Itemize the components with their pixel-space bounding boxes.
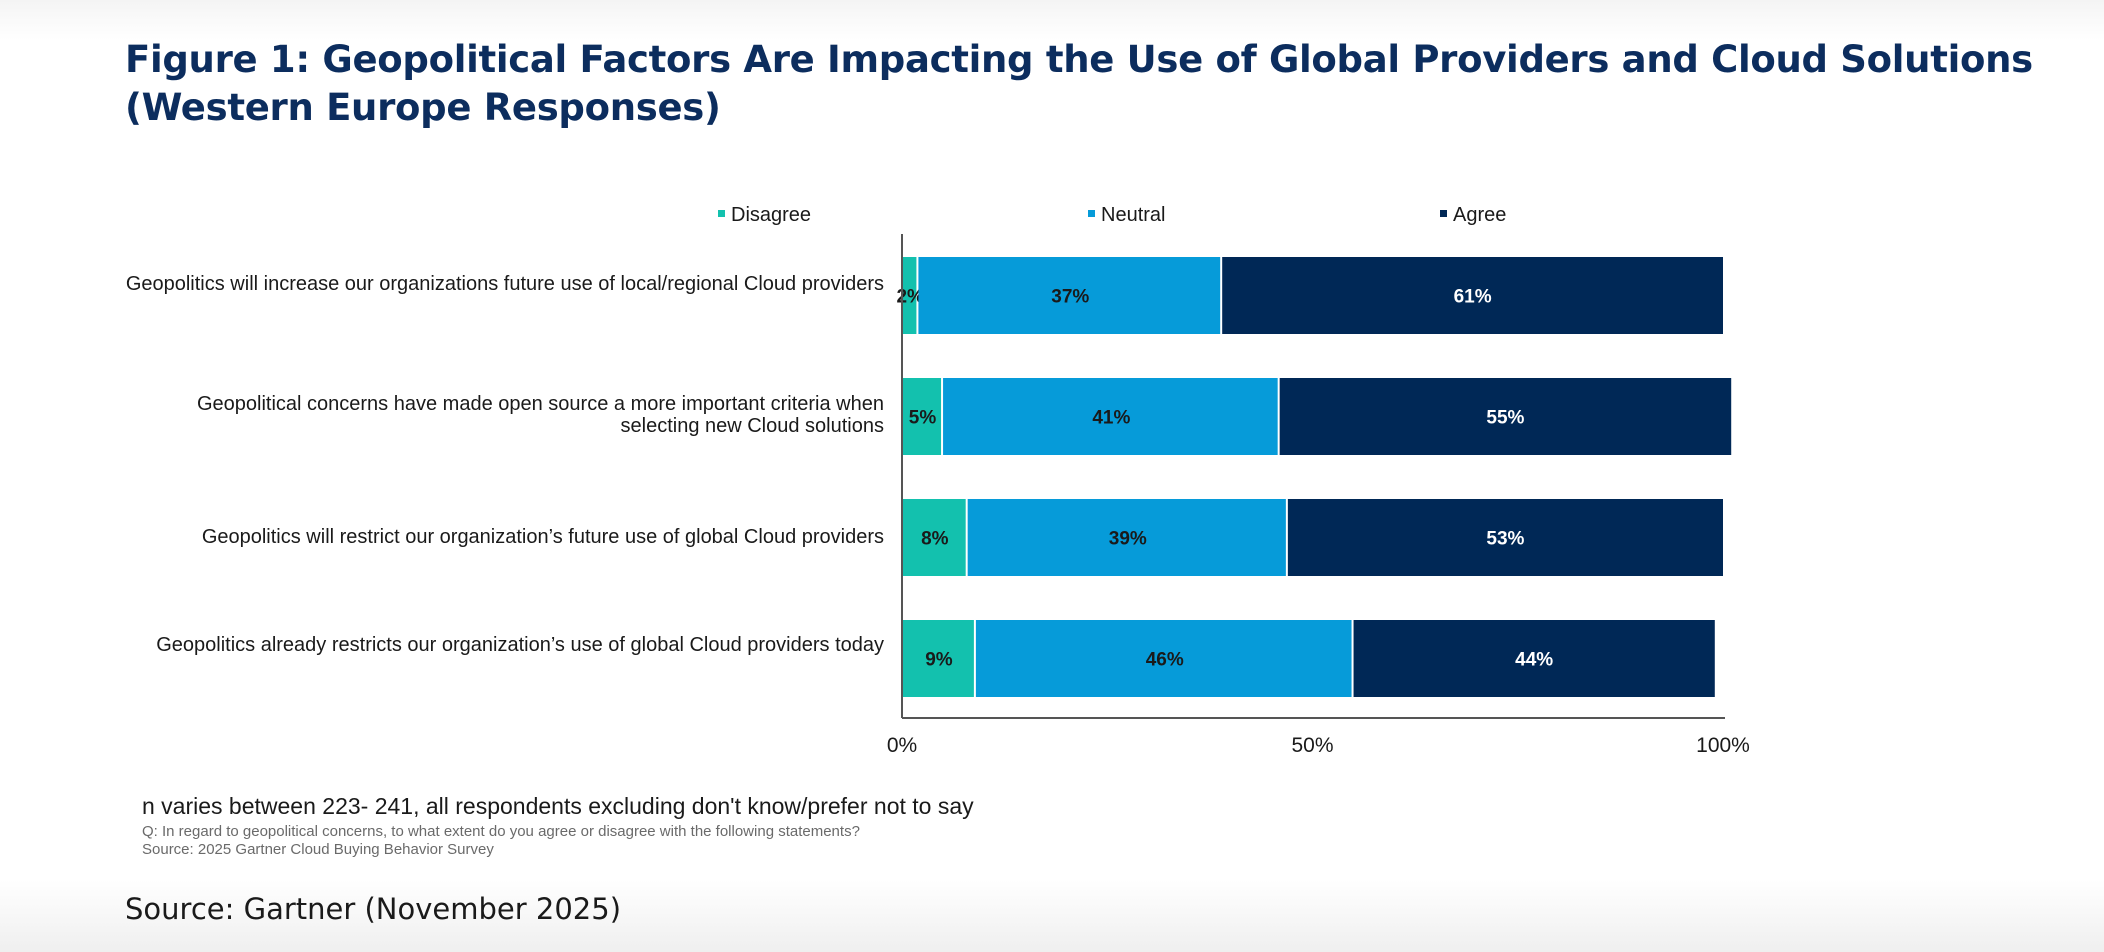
figure-title: Figure 1: Geopolitical Factors Are Impac… bbox=[125, 38, 2033, 129]
category-label: Geopolitics will increase our organizati… bbox=[125, 273, 884, 295]
x-tick-label: 0% bbox=[887, 734, 917, 757]
bar-disagree bbox=[902, 257, 917, 334]
data-label: 61% bbox=[1454, 287, 1492, 308]
bar-disagree bbox=[902, 499, 966, 576]
figure-source: Source: Gartner (November 2025) bbox=[125, 892, 622, 926]
sample-size-note: n varies between 223- 241, all responden… bbox=[142, 793, 974, 819]
data-label: 41% bbox=[1092, 408, 1130, 429]
x-tick-label: 100% bbox=[1696, 734, 1750, 757]
data-label: 53% bbox=[1486, 529, 1524, 550]
survey-question-note: Q: In regard to geopolitical concerns, t… bbox=[142, 823, 860, 840]
category-label: Geopolitics already restricts our organi… bbox=[156, 634, 884, 656]
stacked-bar-chart: 2% 37% 61% 5% 41% 55% 8% 39% 53% 9% 46% 44% 0% 50% 100… bbox=[718, 204, 1750, 757]
bar-neutral bbox=[967, 499, 1286, 576]
bar-neutral bbox=[943, 378, 1278, 455]
category-label: Geopolitics will restrict our organizati… bbox=[201, 526, 884, 548]
legend-label-neutral: Neutral bbox=[1101, 204, 1165, 226]
x-tick-label: 50% bbox=[1291, 734, 1333, 757]
legend-label-disagree: Disagree bbox=[731, 204, 811, 226]
bar-neutral bbox=[975, 620, 1352, 697]
data-label: 44% bbox=[1515, 650, 1553, 671]
data-label: 55% bbox=[1486, 408, 1524, 429]
legend-swatch-agree bbox=[1440, 210, 1447, 217]
data-label: 37% bbox=[1051, 287, 1089, 308]
bar-disagree bbox=[902, 620, 974, 697]
bar-agree bbox=[1279, 378, 1732, 455]
data-label: 9% bbox=[925, 650, 953, 671]
data-label: 2% bbox=[896, 287, 924, 308]
data-label: 5% bbox=[909, 408, 937, 429]
bar-agree bbox=[1353, 620, 1715, 697]
data-label: 39% bbox=[1109, 529, 1147, 550]
bar-neutral bbox=[918, 257, 1221, 334]
legend-label-agree: Agree bbox=[1453, 204, 1506, 226]
bar-agree bbox=[1222, 257, 1723, 334]
data-label: 8% bbox=[921, 529, 949, 550]
survey-source-note: Source: 2025 Gartner Cloud Buying Behavi… bbox=[142, 841, 494, 858]
legend-swatch-neutral bbox=[1088, 210, 1095, 217]
category-label: Geopolitical concerns have made open sou… bbox=[196, 393, 884, 437]
bar-agree bbox=[1287, 499, 1723, 576]
legend-swatch-disagree bbox=[718, 210, 725, 217]
bar-disagree bbox=[902, 378, 942, 455]
data-label: 46% bbox=[1146, 650, 1184, 671]
